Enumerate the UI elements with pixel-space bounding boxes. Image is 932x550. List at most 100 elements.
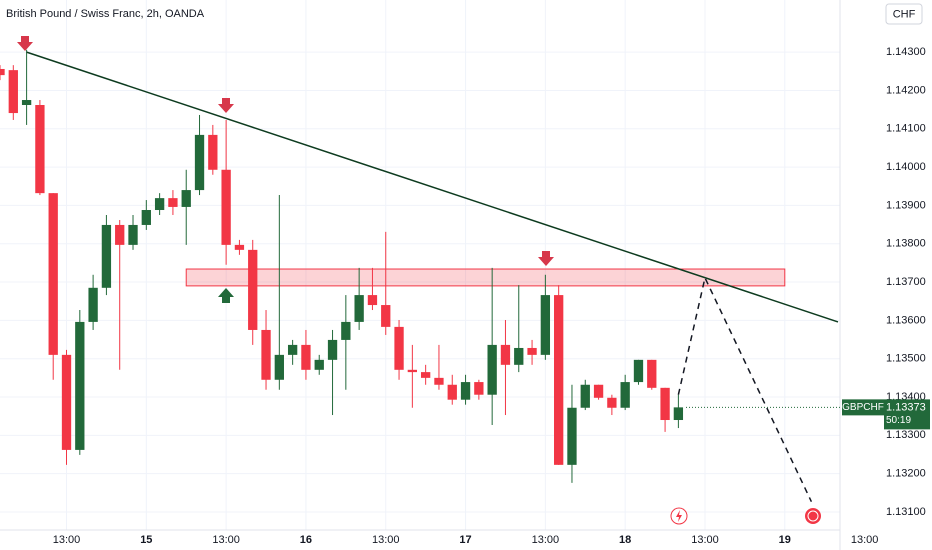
y-tick-label: 1.13800: [886, 238, 926, 250]
x-tick-label: 17: [459, 534, 471, 546]
candle-body: [633, 359, 644, 383]
x-tick-label: 19: [779, 534, 791, 546]
candle-body: [460, 382, 471, 400]
x-tick-label: 16: [300, 534, 312, 546]
y-tick-label: 1.13200: [886, 468, 926, 480]
currency-button[interactable]: CHF: [885, 3, 923, 25]
candle-body: [420, 372, 431, 378]
candle-body: [527, 347, 537, 355]
candle-body: [0, 68, 5, 76]
candle-body: [181, 190, 191, 207]
candle-body: [141, 210, 151, 225]
candle-body: [21, 100, 32, 106]
y-tick-label: 1.14300: [886, 46, 926, 58]
x-tick-label: 13:00: [53, 534, 81, 546]
candle-body: [154, 198, 165, 211]
candle-body: [407, 369, 418, 373]
candle-body: [354, 295, 364, 322]
candle-body: [88, 287, 98, 322]
candle-body: [101, 224, 112, 288]
candle-body: [341, 321, 351, 340]
candle-body: [474, 382, 484, 395]
y-tick-label: 1.13500: [886, 353, 926, 365]
down-arrow: [17, 36, 33, 51]
candle-body: [208, 134, 218, 170]
event-icon[interactable]: [670, 507, 688, 525]
candle-body: [500, 344, 511, 365]
candle-body: [128, 224, 138, 245]
candle-body: [75, 321, 85, 450]
grid: [0, 0, 840, 530]
currency-button-label[interactable]: CHF: [893, 8, 916, 20]
candle-body: [673, 407, 684, 421]
candle-body: [248, 249, 258, 330]
candle-body: [314, 359, 324, 370]
y-tick-label: 1.13300: [886, 429, 926, 441]
candle-body: [301, 344, 311, 370]
candle-body: [447, 384, 457, 400]
candle-body: [394, 326, 404, 370]
candle-body: [381, 305, 391, 327]
symbol-tag-label: GBPCHF: [842, 402, 884, 413]
flag-icon[interactable]: [805, 508, 821, 524]
projection-path: [677, 275, 813, 502]
down-arrow: [218, 98, 234, 113]
candle-body: [647, 359, 657, 388]
candle-body: [514, 347, 524, 365]
countdown-label: 50:19: [886, 415, 911, 426]
y-tick-label: 1.13700: [886, 276, 926, 288]
candle-body: [660, 387, 670, 421]
candle-body: [434, 377, 444, 385]
drawings: [26, 51, 839, 502]
candle-body: [620, 382, 630, 408]
candle-body: [61, 354, 72, 450]
candles: [0, 49, 684, 483]
y-tick-label: 1.14100: [886, 123, 926, 135]
x-tick-label: 13:00: [691, 534, 719, 546]
candle-body: [234, 244, 245, 250]
x-tick-label: 13:00: [851, 534, 879, 546]
y-tick-label: 1.13100: [886, 506, 926, 518]
y-tick-label: 1.14200: [886, 84, 926, 96]
x-tick-label: 13:00: [532, 534, 560, 546]
candle-body: [567, 407, 577, 465]
x-tick-label: 18: [619, 534, 631, 546]
x-tick-label: 15: [140, 534, 152, 546]
event-icon-glyph[interactable]: [676, 510, 682, 522]
y-tick-label: 1.13900: [886, 199, 926, 211]
candle-body: [593, 384, 604, 398]
candle-body: [607, 397, 617, 408]
chart-title: British Pound / Swiss Franc, 2h, OANDA: [6, 8, 205, 20]
price-tag: [884, 399, 930, 430]
candle-body: [287, 344, 298, 355]
symbol-tag: [842, 399, 884, 416]
candle-body: [487, 344, 497, 395]
candle-body: [540, 295, 551, 355]
x-tick-label: 13:00: [212, 534, 240, 546]
zone-layer: [185, 268, 786, 287]
y-tick-label: 1.13600: [886, 314, 926, 326]
price-tag-label: 1.13373: [886, 401, 926, 413]
candle-body: [261, 329, 271, 380]
candle-body: [327, 339, 338, 360]
flag-icon-circle[interactable]: [805, 508, 821, 524]
flag-icon-glyph[interactable]: [807, 510, 819, 522]
currency-button-frame[interactable]: [885, 3, 923, 25]
candle-body: [115, 224, 125, 245]
y-tick-label: 1.14000: [886, 161, 926, 173]
trendline: [26, 51, 839, 323]
candle-body: [274, 354, 284, 380]
candle-body: [168, 198, 178, 207]
candle-body: [221, 169, 231, 245]
x-tick-label: 13:00: [372, 534, 400, 546]
resistance-zone: [185, 268, 786, 287]
down-arrow: [538, 251, 554, 266]
candle-body: [580, 384, 590, 408]
candle-body: [48, 193, 58, 355]
candle-body: [554, 295, 564, 465]
candle-body: [8, 70, 18, 114]
candle-body: [35, 105, 45, 194]
up-arrow: [218, 288, 234, 303]
